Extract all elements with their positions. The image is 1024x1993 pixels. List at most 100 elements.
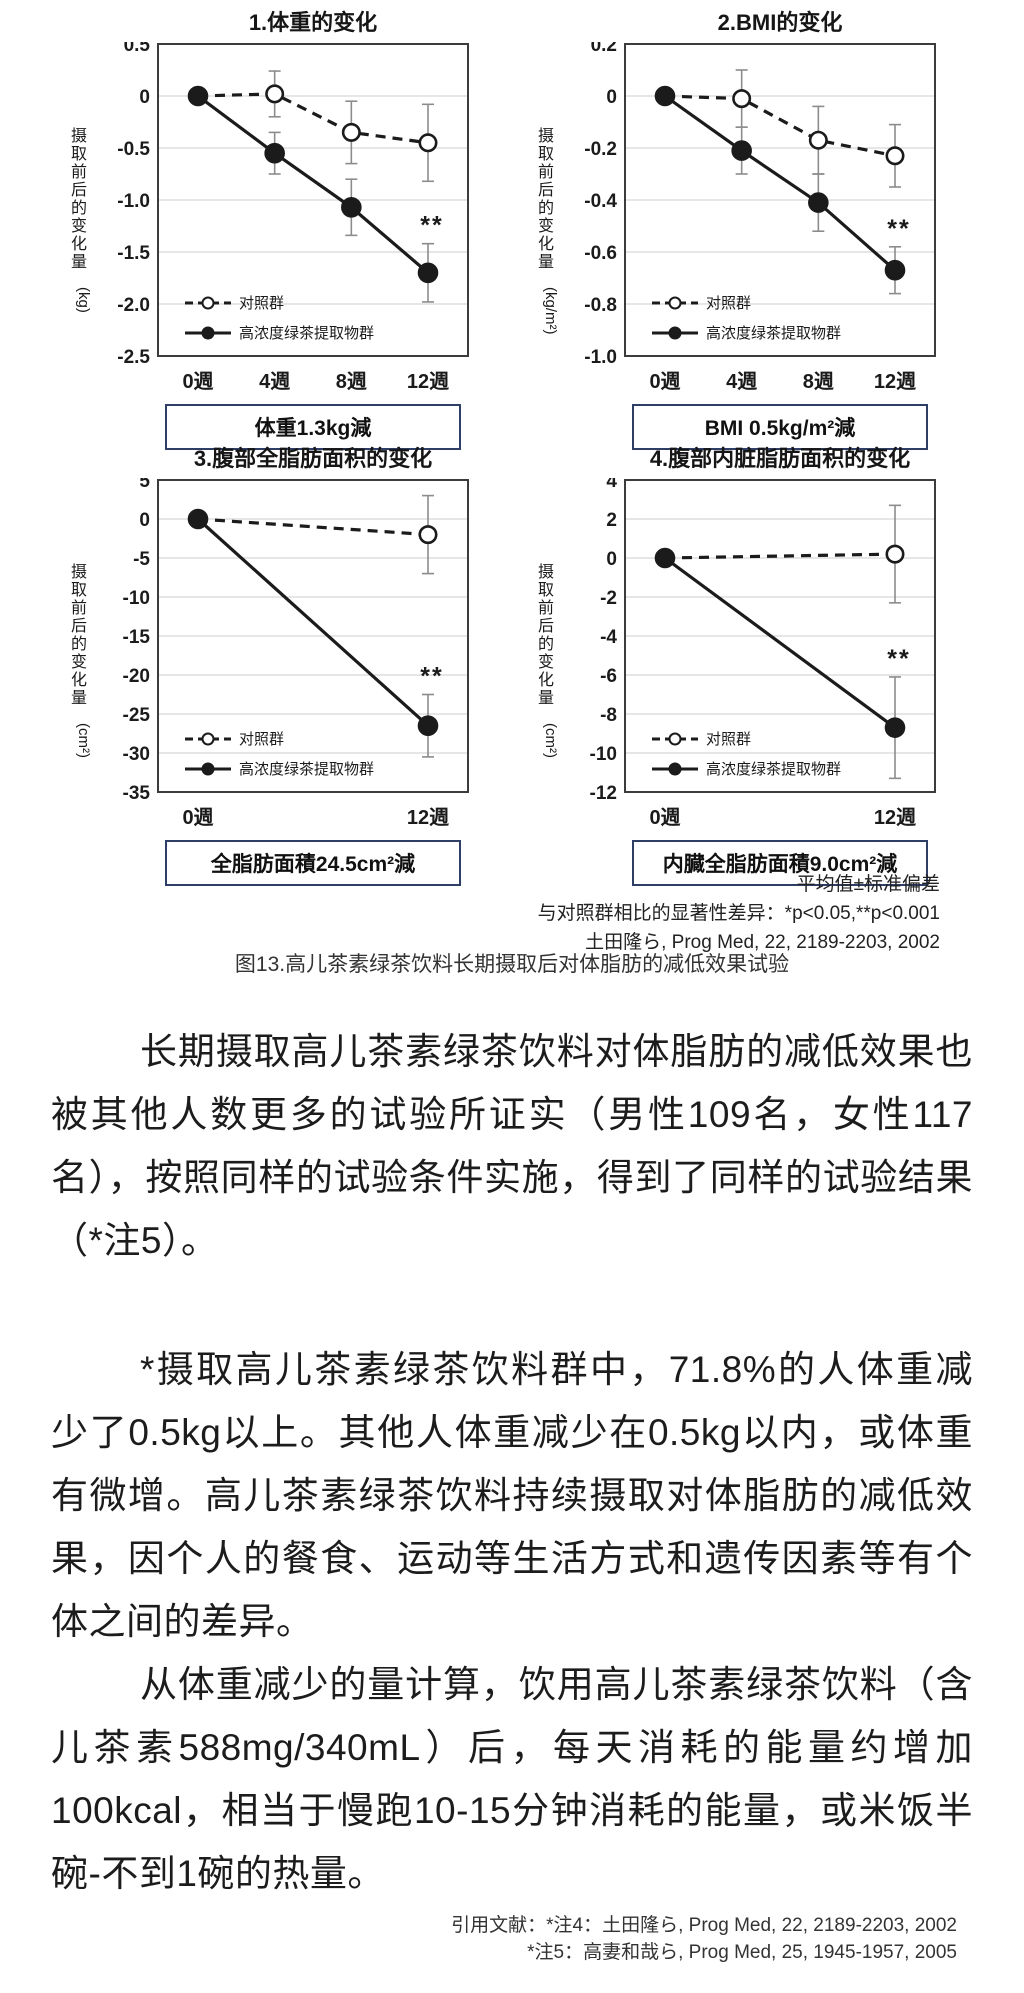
legend-control-marker [201, 296, 215, 310]
chart-visceral-fat-block: 4.腹部内脏脂肪面积的变化 4 2 0 -2 -4 -6 -8 -10 -12 0週 12週 摄取前后… [522, 444, 982, 886]
y-tick-label: -0.2 [584, 139, 617, 160]
x-tick-label: 12週 [407, 370, 449, 393]
treatment-series-point [417, 262, 439, 284]
x-tick-label: 12週 [407, 806, 449, 829]
result-box: BMI 0.5kg/m²減 [632, 404, 928, 450]
y-tick-label: -20 [123, 666, 150, 687]
legend-treatment-label: 高浓度绿茶提取物群 [239, 325, 374, 342]
treatment-series-point [884, 259, 906, 281]
legend-treatment-label: 高浓度绿茶提取物群 [706, 325, 841, 342]
legend-control-label: 对照群 [239, 295, 284, 312]
treatment-series-point [417, 715, 439, 736]
y-tick-label: -0.5 [117, 139, 150, 160]
y-tick-label: -30 [123, 744, 150, 765]
control-series-line [664, 552, 896, 560]
y-tick-label: -0.4 [584, 191, 617, 212]
treatment-series-line [197, 94, 430, 275]
treatment-series-point [884, 717, 906, 738]
x-tick-label: 12週 [874, 806, 916, 829]
result-box: 全脂肪面積24.5cm²減 [165, 840, 461, 886]
control-series-line [197, 517, 429, 537]
chart-total-fat-plot: 5 0 -5 -10 -15 -20 -25 -30 -35 0週 12週 摄取前后的变化量 (cm²)… [71, 478, 469, 829]
treatment-series-point [341, 196, 362, 218]
y-axis-label: 摄取前后的变化量 [538, 563, 554, 707]
plot-border [624, 43, 936, 357]
paragraph-2: *摄取高儿茶素绿茶饮料群中，71.8%的人体重减少了0.5kg以上。其他人体重减… [51, 1349, 973, 1642]
y-tick-label: 0.5 [124, 42, 151, 56]
y-tick-label: -1.5 [117, 243, 150, 264]
treatment-series-line [664, 94, 897, 272]
legend-control-marker [668, 296, 682, 310]
y-axis-unit: (cm²) [75, 723, 92, 758]
legend-control-marker [201, 732, 215, 746]
paragraph-3: 从体重减少的量计算，饮用高儿茶素绿茶饮料（含儿茶素588mg/340mL）后，每… [51, 1664, 973, 1894]
control-series-point [418, 133, 438, 153]
legend-control-marker [668, 732, 682, 746]
y-tick-label: -10 [590, 744, 617, 765]
result-box-label: 体重1.3kg減 [254, 417, 372, 440]
plot-border [157, 479, 469, 793]
y-tick-label: -25 [123, 705, 151, 726]
significance-marker: ** [420, 663, 443, 691]
x-tick-label: 0週 [649, 370, 680, 393]
y-tick-label: 0 [139, 510, 150, 531]
treatment-series-point [654, 85, 676, 107]
significance-marker: ** [887, 215, 910, 243]
y-tick-label: -2.5 [117, 347, 150, 368]
treatment-series-point [187, 508, 209, 530]
y-tick-label: -10 [123, 588, 150, 609]
chart-title: 4.腹部内脏脂肪面积的变化 [649, 446, 911, 471]
y-axis-label: 摄取前后的变化量 [71, 563, 87, 707]
y-tick-label: 0 [606, 87, 617, 108]
y-tick-label: 2 [606, 510, 617, 531]
control-series-line [664, 94, 896, 158]
y-axis-label: 摄取前后的变化量 [71, 127, 87, 271]
y-tick-label: 4 [606, 478, 617, 492]
control-series-point [341, 122, 361, 142]
note-mean-sd: 平均值±标准偏差 [796, 874, 940, 895]
legend-treatment-marker [668, 326, 682, 340]
y-tick-label: -0.8 [584, 295, 617, 316]
legend-control-label: 对照群 [706, 731, 751, 748]
plot-border [157, 43, 469, 357]
control-series-point [265, 84, 285, 104]
y-axis-label: 摄取前后的变化量 [538, 127, 554, 271]
reference-note4: 引用文献：*注4：土田隆ら, Prog Med, 22, 2189-2203, … [451, 1915, 957, 1936]
treatment-series-point [808, 192, 829, 213]
y-tick-label: -6 [600, 666, 617, 687]
x-tick-label: 4週 [259, 370, 290, 393]
significance-marker: ** [887, 645, 910, 673]
y-tick-label: -15 [123, 627, 151, 648]
y-tick-label: -4 [600, 627, 617, 648]
y-tick-label: -2.0 [117, 295, 150, 316]
legend-control-label: 对照群 [239, 731, 284, 748]
legend-treatment-marker [201, 762, 215, 776]
chart-title: 2.BMI的变化 [717, 10, 843, 35]
x-tick-label: 8週 [336, 370, 367, 393]
y-tick-label: 0 [139, 87, 150, 108]
treatment-series-point [654, 547, 676, 569]
treatment-series-point [187, 85, 209, 107]
y-tick-label: 5 [139, 478, 150, 492]
x-tick-label: 4週 [726, 370, 757, 393]
y-tick-label: 0.2 [591, 42, 617, 56]
legend-control-label: 对照群 [706, 295, 751, 312]
article-body: 长期摄取高儿茶素绿茶饮料对体脂肪的减低效果也被其他人数更多的试验所证实（男性10… [51, 1020, 973, 1905]
control-series-point [885, 146, 905, 166]
chart-weight-plot: 0.5 0 -0.5 -1.0 -1.5 -2.0 -2.5 0週 4週 8週 12週 摄取前后的变化… [71, 42, 469, 393]
control-series-line [197, 92, 429, 145]
y-tick-label: 0 [606, 549, 617, 570]
paragraph-1: 长期摄取高儿茶素绿茶饮料对体脂肪的减低效果也被其他人数更多的试验所证实（男性10… [51, 1031, 973, 1261]
y-tick-label: -1.0 [117, 191, 150, 212]
y-tick-label: -0.6 [584, 243, 617, 264]
references: 引用文献：*注4：土田隆ら, Prog Med, 22, 2189-2203, … [451, 1912, 957, 1966]
chart-visceral-fat-plot: 4 2 0 -2 -4 -6 -8 -10 -12 0週 12週 摄取前后的变化量 (cm²) ** 对照群… [538, 478, 936, 829]
chart-weight-block: 1.体重的变化 0.5 0 -0.5 -1.0 -1.5 -2.0 -2.5 0週 4週 8週 12… [55, 8, 515, 450]
chart-title: 3.腹部全脂肪面积的变化 [193, 446, 433, 471]
figure-13: 1.体重的变化 0.5 0 -0.5 -1.0 -1.5 -2.0 -2.5 0週 4週 8週 12… [55, 8, 982, 976]
x-tick-label: 0週 [649, 806, 680, 829]
treatment-series-point [264, 142, 285, 164]
chart-total-fat-block: 3.腹部全脂肪面积的变化 5 0 -5 -10 -15 -20 -25 -30 -35 0週 12週… [55, 444, 515, 886]
control-series-point [885, 544, 905, 564]
x-tick-label: 0週 [182, 370, 213, 393]
